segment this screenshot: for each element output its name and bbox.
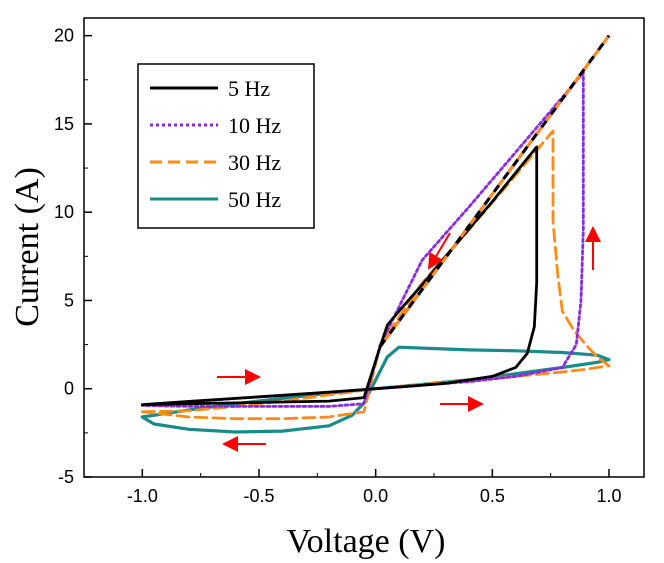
legend-label: 50 Hz bbox=[228, 187, 281, 212]
y-tick-label: 0 bbox=[64, 379, 74, 399]
plot-frame bbox=[83, 17, 645, 478]
legend: 5 Hz 10 Hz 30 Hz 50 Hz bbox=[137, 63, 315, 229]
x-axis-title: Voltage (V) bbox=[287, 523, 446, 560]
legend-label: 10 Hz bbox=[228, 113, 281, 138]
ticks-layer: -1.0 -0.5 0.0 0.5 1.0 -5 0 5 10 15 20 bbox=[54, 26, 622, 506]
diagonal-line-black bbox=[379, 34, 611, 348]
legend-label: 5 Hz bbox=[228, 76, 270, 101]
x-tick-label: 1.0 bbox=[596, 486, 621, 506]
arrow-down-left-icon bbox=[427, 232, 451, 270]
x-tick-label: 0.5 bbox=[480, 486, 505, 506]
y-tick-label: 15 bbox=[54, 114, 74, 134]
y-tick-label: 5 bbox=[64, 290, 74, 310]
series-line-5hz bbox=[140, 145, 539, 407]
y-tick-label: -5 bbox=[58, 467, 74, 487]
series-layer bbox=[140, 34, 611, 434]
y-tick-label: 10 bbox=[54, 202, 74, 222]
legend-box bbox=[137, 63, 315, 229]
x-tick-label: -0.5 bbox=[243, 486, 274, 506]
y-axis-title: Current (A) bbox=[9, 167, 46, 327]
y-tick-label: 20 bbox=[54, 26, 74, 46]
direction-arrows bbox=[217, 226, 601, 452]
x-tick-label: -1.0 bbox=[127, 486, 158, 506]
x-tick-label: 0.0 bbox=[363, 486, 388, 506]
legend-label: 30 Hz bbox=[228, 150, 281, 175]
